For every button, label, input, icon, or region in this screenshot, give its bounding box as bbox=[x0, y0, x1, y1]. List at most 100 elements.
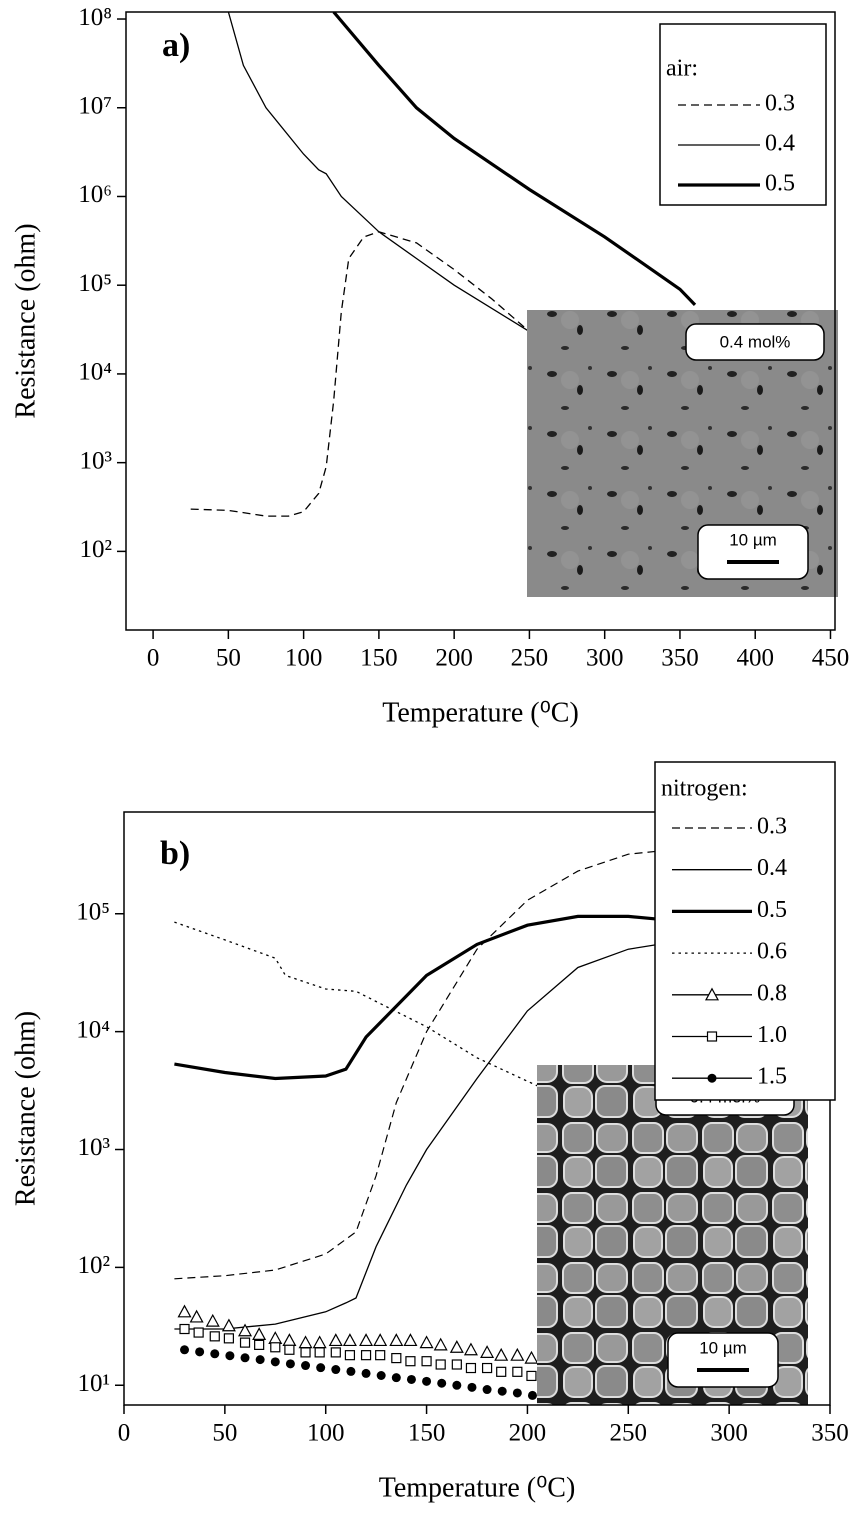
marker-triangle bbox=[435, 1339, 447, 1350]
y-tick-label: 10⁴ bbox=[76, 1016, 110, 1043]
legend-marker bbox=[708, 1032, 717, 1041]
legend-title: air: bbox=[666, 56, 698, 82]
series-line bbox=[334, 12, 695, 305]
marker-square bbox=[497, 1367, 506, 1376]
marker-triangle bbox=[421, 1337, 433, 1348]
x-tick-label: 400 bbox=[736, 645, 774, 672]
marker-square bbox=[422, 1357, 431, 1366]
series-line bbox=[228, 12, 529, 332]
series-line bbox=[191, 232, 530, 516]
x-tick-label: 250 bbox=[511, 645, 549, 672]
marker-square bbox=[315, 1348, 324, 1357]
marker-triangle bbox=[330, 1334, 342, 1345]
marker-circle bbox=[407, 1375, 416, 1384]
marker-square bbox=[210, 1332, 219, 1341]
marker-circle bbox=[241, 1353, 250, 1362]
marker-circle bbox=[225, 1351, 234, 1360]
marker-circle bbox=[422, 1377, 431, 1386]
x-tick-label: 150 bbox=[408, 1420, 446, 1447]
marker-square bbox=[406, 1357, 415, 1366]
marker-square bbox=[392, 1354, 401, 1363]
marker-circle bbox=[362, 1369, 371, 1378]
marker-square bbox=[376, 1351, 385, 1360]
legend-label: 1.5 bbox=[757, 1064, 787, 1090]
marker-triangle bbox=[465, 1344, 477, 1355]
marker-triangle bbox=[223, 1320, 235, 1331]
marker-circle bbox=[694, 1412, 703, 1421]
x-axis-label: Temperature (⁰C) bbox=[379, 1472, 576, 1503]
marker-circle bbox=[346, 1367, 355, 1376]
x-tick-label: 450 bbox=[812, 645, 850, 672]
marker-triangle bbox=[314, 1337, 326, 1348]
marker-circle bbox=[513, 1388, 522, 1397]
panel-label: a) bbox=[162, 27, 190, 64]
inset-label: 0.4 mol% bbox=[720, 332, 791, 351]
marker-circle bbox=[498, 1387, 507, 1396]
marker-square bbox=[331, 1348, 340, 1357]
marker-square bbox=[513, 1367, 522, 1376]
y-axis-label: Resistance (ohm) bbox=[10, 223, 41, 418]
marker-circle bbox=[377, 1371, 386, 1380]
legend-label: 0.3 bbox=[757, 814, 787, 840]
legend-title: nitrogen: bbox=[661, 776, 748, 802]
marker-square bbox=[345, 1351, 354, 1360]
legend-marker bbox=[708, 1074, 717, 1083]
marker-circle bbox=[210, 1349, 219, 1358]
marker-circle bbox=[195, 1347, 204, 1356]
marker-square bbox=[285, 1345, 294, 1354]
scale-label: 10 µm bbox=[729, 530, 777, 549]
legend-box bbox=[660, 24, 826, 205]
marker-circle bbox=[256, 1355, 265, 1364]
x-tick-label: 200 bbox=[435, 645, 473, 672]
x-tick-label: 100 bbox=[307, 1420, 345, 1447]
marker-triangle bbox=[300, 1337, 312, 1348]
marker-circle bbox=[316, 1363, 325, 1372]
marker-circle bbox=[271, 1357, 280, 1366]
y-tick-label: 10³ bbox=[80, 447, 113, 474]
x-tick-label: 0 bbox=[147, 645, 160, 672]
x-tick-label: 200 bbox=[509, 1420, 547, 1447]
marker-triangle bbox=[360, 1334, 372, 1345]
y-tick-label: 10⁵ bbox=[78, 270, 112, 297]
legend-label: 0.8 bbox=[757, 980, 787, 1006]
x-axis-label: Temperature (⁰C) bbox=[382, 697, 579, 728]
x-tick-label: 150 bbox=[360, 645, 398, 672]
marker-square bbox=[362, 1351, 371, 1360]
y-tick-label: 10⁵ bbox=[76, 898, 110, 925]
scale-label: 10 µm bbox=[699, 1338, 747, 1357]
x-tick-label: 300 bbox=[586, 645, 624, 672]
marker-triangle bbox=[283, 1334, 295, 1345]
marker-triangle bbox=[481, 1346, 493, 1357]
marker-square bbox=[194, 1328, 203, 1337]
marker-square bbox=[527, 1371, 536, 1380]
marker-square bbox=[483, 1364, 492, 1373]
marker-circle bbox=[664, 1409, 673, 1418]
y-tick-label: 10¹ bbox=[78, 1370, 111, 1397]
marker-square bbox=[241, 1338, 250, 1347]
marker-square bbox=[436, 1360, 445, 1369]
marker-square bbox=[271, 1343, 280, 1352]
marker-triangle bbox=[253, 1328, 265, 1339]
y-tick-label: 10⁸ bbox=[78, 4, 112, 31]
legend-label: 0.4 bbox=[757, 855, 787, 881]
marker-triangle bbox=[525, 1352, 537, 1363]
marker-circle bbox=[301, 1361, 310, 1370]
panel-label: b) bbox=[160, 835, 190, 872]
marker-circle bbox=[392, 1373, 401, 1382]
marker-triangle bbox=[404, 1334, 416, 1345]
y-tick-label: 10² bbox=[80, 536, 113, 563]
marker-circle bbox=[286, 1359, 295, 1368]
marker-circle bbox=[634, 1404, 643, 1413]
marker-circle bbox=[679, 1410, 688, 1419]
x-tick-label: 50 bbox=[212, 1420, 237, 1447]
marker-circle bbox=[180, 1345, 189, 1354]
marker-triangle bbox=[207, 1315, 219, 1326]
marker-circle bbox=[452, 1381, 461, 1390]
y-tick-label: 10³ bbox=[78, 1134, 111, 1161]
legend-label: 1.0 bbox=[757, 1022, 787, 1048]
legend-label: 0.5 bbox=[765, 171, 795, 197]
figure: 05010015020025030035040045010²10³10⁴10⁵1… bbox=[0, 0, 856, 1538]
marker-triangle bbox=[374, 1334, 386, 1345]
marker-square bbox=[452, 1360, 461, 1369]
